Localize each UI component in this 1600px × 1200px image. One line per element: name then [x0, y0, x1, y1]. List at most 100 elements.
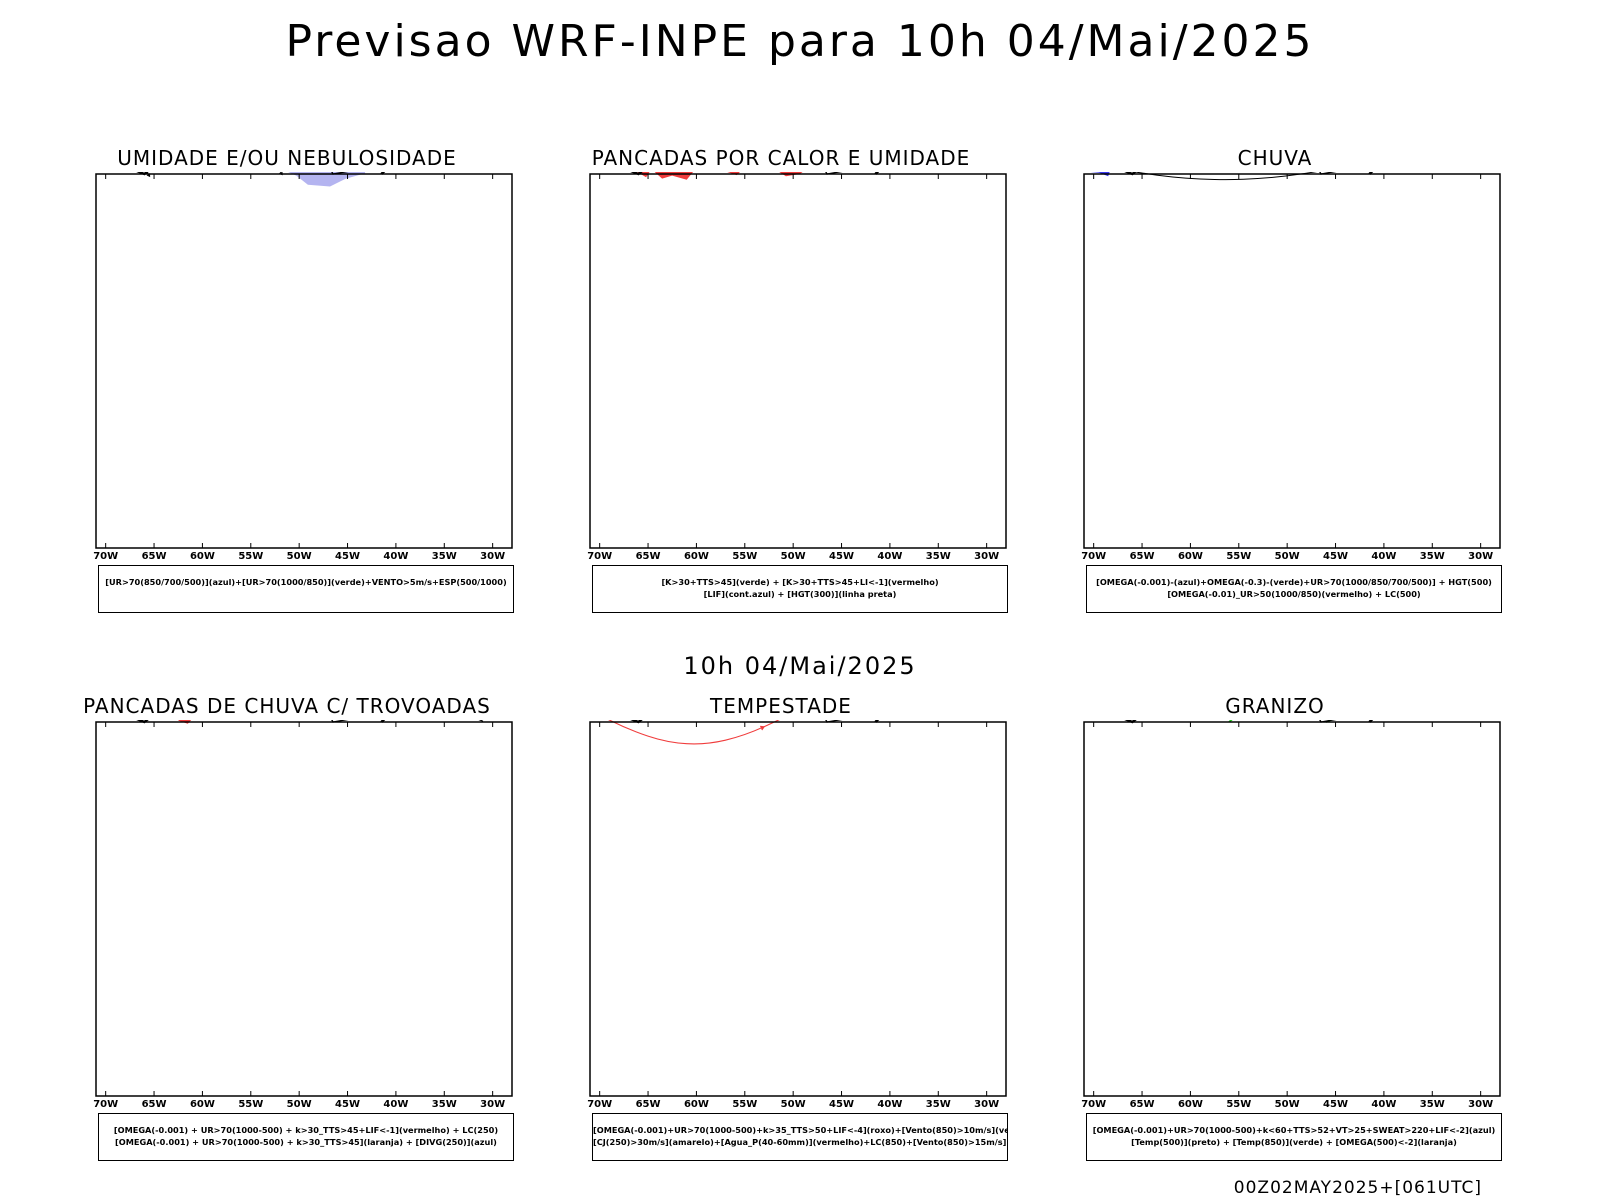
- lon-tick-label: 70W: [1081, 551, 1106, 562]
- tempestade-fields: 4050: [608, 720, 780, 745]
- page-title: Previsao WRF-INPE para 10h 04/Mai/2025: [285, 16, 1315, 67]
- panel-title: PANCADAS POR CALOR E UMIDADE: [591, 146, 971, 170]
- lon-tick-label: 35W: [926, 551, 951, 562]
- granizo-fields: -12-12-12: [1228, 720, 1334, 723]
- map-frame: 9600952096009520944093609280920091209600…: [546, 172, 1016, 572]
- lon-tick-label: 45W: [1323, 551, 1348, 562]
- legend-line-2: [OMEGA(-0.01)_UR>50(1000/850)(vermelho) …: [1167, 589, 1421, 599]
- plot-background: [1084, 722, 1500, 1096]
- axes: 12S15S18S21S24S27S30S33S36S39S42S70W65W6…: [1081, 721, 1501, 1110]
- shaded-region: [1090, 172, 1110, 177]
- legend-box: [UR>70(850/700/500)](azul)+[UR>70(1000/8…: [98, 565, 514, 613]
- lon-tick-label: 40W: [1371, 1099, 1396, 1110]
- lon-tick-label: 55W: [1226, 551, 1251, 562]
- plot-background: [590, 722, 1006, 1096]
- legend-line-2: [Temp(500)](preto) + [Temp(850)](verde) …: [1131, 1137, 1457, 1147]
- lon-tick-label: 30W: [974, 551, 999, 562]
- plot-background: [96, 174, 512, 548]
- map-frame: 5855855825795765735705675645615585555521…: [1040, 172, 1510, 572]
- legend-line-1: [OMEGA(-0.001)+UR>70(1000-500)+k>35_TTS>…: [593, 1125, 1007, 1135]
- panel-umidade: UMIDADE E/OU NEBULOSIDADE 10161016102010…: [52, 146, 522, 613]
- lon-tick-label: 65W: [142, 1099, 167, 1110]
- plot-background: [1084, 174, 1500, 548]
- map-frame: 12S15S18S21S24S27S30S33S36S39S42S70W65W6…: [52, 720, 522, 1120]
- legend-line-1: [OMEGA(-0.001)+UR>70(1000-500)+k<60+TTS>…: [1092, 1125, 1496, 1135]
- lon-tick-label: 40W: [1371, 551, 1396, 562]
- map-svg: 12S15S18S21S24S27S30S33S36S39S42S70W65W6…: [93, 720, 513, 1110]
- plot-frame: [1083, 721, 1501, 1097]
- plot-background: [590, 174, 1006, 548]
- lon-tick-label: 40W: [877, 551, 902, 562]
- lon-tick-label: 60W: [1178, 1099, 1203, 1110]
- panel-chuva: CHUVA 5855855825795765735705675645615585…: [1040, 146, 1510, 613]
- legend-box: [OMEGA(-0.001) + UR>70(1000-500) + k>30_…: [98, 1113, 514, 1161]
- plot-frame: [95, 721, 513, 1097]
- panel-pancadas-calor: PANCADAS POR CALOR E UMIDADE 96009520960…: [546, 146, 1016, 613]
- lon-tick-label: 55W: [1226, 1099, 1251, 1110]
- lon-tick-label: 65W: [1130, 1099, 1155, 1110]
- lon-tick-label: 60W: [190, 551, 215, 562]
- lon-tick-label: 40W: [383, 551, 408, 562]
- lon-tick-label: 35W: [1420, 551, 1445, 562]
- lon-tick-label: 50W: [287, 551, 312, 562]
- lon-tick-label: 35W: [432, 551, 457, 562]
- lon-tick-label: 65W: [1130, 551, 1155, 562]
- legend-box: [OMEGA(-0.001)-(azul)+OMEGA(-0.3)-(verde…: [1086, 565, 1502, 613]
- lon-tick-label: 70W: [587, 551, 612, 562]
- legend-line-1: [OMEGA(-0.001)-(azul)+OMEGA(-0.3)-(verde…: [1096, 577, 1492, 587]
- legend-line-2: [LIF](cont.azul) + [HGT(300)](linha pret…: [703, 589, 897, 599]
- map-svg: 5855855825795765735705675645615585555521…: [1081, 172, 1501, 562]
- lon-tick-label: 35W: [926, 1099, 951, 1110]
- lon-tick-label: 65W: [142, 551, 167, 562]
- map-svg: -12-12-1212S15S18S21S24S27S30S33S36S39S4…: [1081, 720, 1501, 1110]
- axes: 12S15S18S21S24S27S30S33S36S39S42S70W65W6…: [93, 173, 513, 562]
- legend-line-1: [OMEGA(-0.001) + UR>70(1000-500) + k>30_…: [113, 1125, 499, 1135]
- plot-frame: [589, 721, 1007, 1097]
- lon-tick-label: 55W: [732, 1099, 757, 1110]
- lon-tick-label: 60W: [190, 1099, 215, 1110]
- plot-frame: [589, 173, 1007, 549]
- lon-tick-label: 30W: [480, 551, 505, 562]
- lon-tick-label: 45W: [335, 1099, 360, 1110]
- lon-tick-label: 55W: [238, 551, 263, 562]
- axes: 12S15S18S21S24S27S30S33S36S39S42S70W65W6…: [587, 721, 1007, 1110]
- legend-line-2: [OMEGA(-0.001) + UR>70(1000-500) + k>30_…: [115, 1137, 497, 1147]
- lon-tick-label: 30W: [974, 1099, 999, 1110]
- lon-tick-label: 45W: [829, 551, 854, 562]
- panel-title: GRANIZO: [1225, 694, 1325, 718]
- panel-pancadas-trovoadas: PANCADAS DE CHUVA C/ TROVOADAS 12S15S18S…: [52, 694, 522, 1161]
- map-frame: 405012S15S18S21S24S27S30S33S36S39S42S70W…: [546, 720, 1016, 1120]
- lon-tick-label: 50W: [1275, 1099, 1300, 1110]
- run-time-label: 00Z02MAY2025+[061UTC]: [1233, 1178, 1482, 1198]
- lon-tick-label: 70W: [93, 1099, 118, 1110]
- valid-time-label: 10h 04/Mai/2025: [683, 652, 917, 680]
- lon-tick-label: 55W: [238, 1099, 263, 1110]
- axes: 12S15S18S21S24S27S30S33S36S39S42S70W65W6…: [1081, 173, 1501, 562]
- lon-tick-label: 65W: [636, 551, 661, 562]
- lon-tick-label: 60W: [1178, 551, 1203, 562]
- streamlines: [478, 720, 484, 722]
- lon-tick-label: 30W: [1468, 1099, 1493, 1110]
- lc-streamlines: [608, 720, 780, 745]
- axes: 12S15S18S21S24S27S30S33S36S39S42S70W65W6…: [93, 721, 513, 1110]
- lon-tick-label: 45W: [335, 551, 360, 562]
- axes: 12S15S18S21S24S27S30S33S36S39S42S70W65W6…: [587, 173, 1007, 562]
- lon-tick-label: 30W: [1468, 551, 1493, 562]
- lon-tick-label: 65W: [636, 1099, 661, 1110]
- plot-frame: [95, 173, 513, 549]
- temp850-contours: [1228, 720, 1334, 723]
- temp850-contour: [1228, 720, 1233, 723]
- streamline-arrow: [760, 725, 766, 731]
- lon-tick-label: 40W: [877, 1099, 902, 1110]
- lon-tick-label: 40W: [383, 1099, 408, 1110]
- lon-tick-label: 70W: [1081, 1099, 1106, 1110]
- panel-tempestade: TEMPESTADE 405012S15S18S21S24S27S30S33S3…: [546, 694, 1016, 1161]
- lon-tick-label: 70W: [587, 1099, 612, 1110]
- panel-title: CHUVA: [1237, 146, 1313, 170]
- legend-line-2: [CJ(250)>30m/s](amarelo)+[Agua_P(40-60mm…: [593, 1137, 1007, 1147]
- legend-box: [K>30+TTS>45](verde) + [K>30+TTS>45+LI<-…: [592, 565, 1008, 613]
- streamline: [478, 720, 484, 722]
- lon-tick-label: 45W: [829, 1099, 854, 1110]
- plot-background: [96, 722, 512, 1096]
- lon-tick-label: 55W: [732, 551, 757, 562]
